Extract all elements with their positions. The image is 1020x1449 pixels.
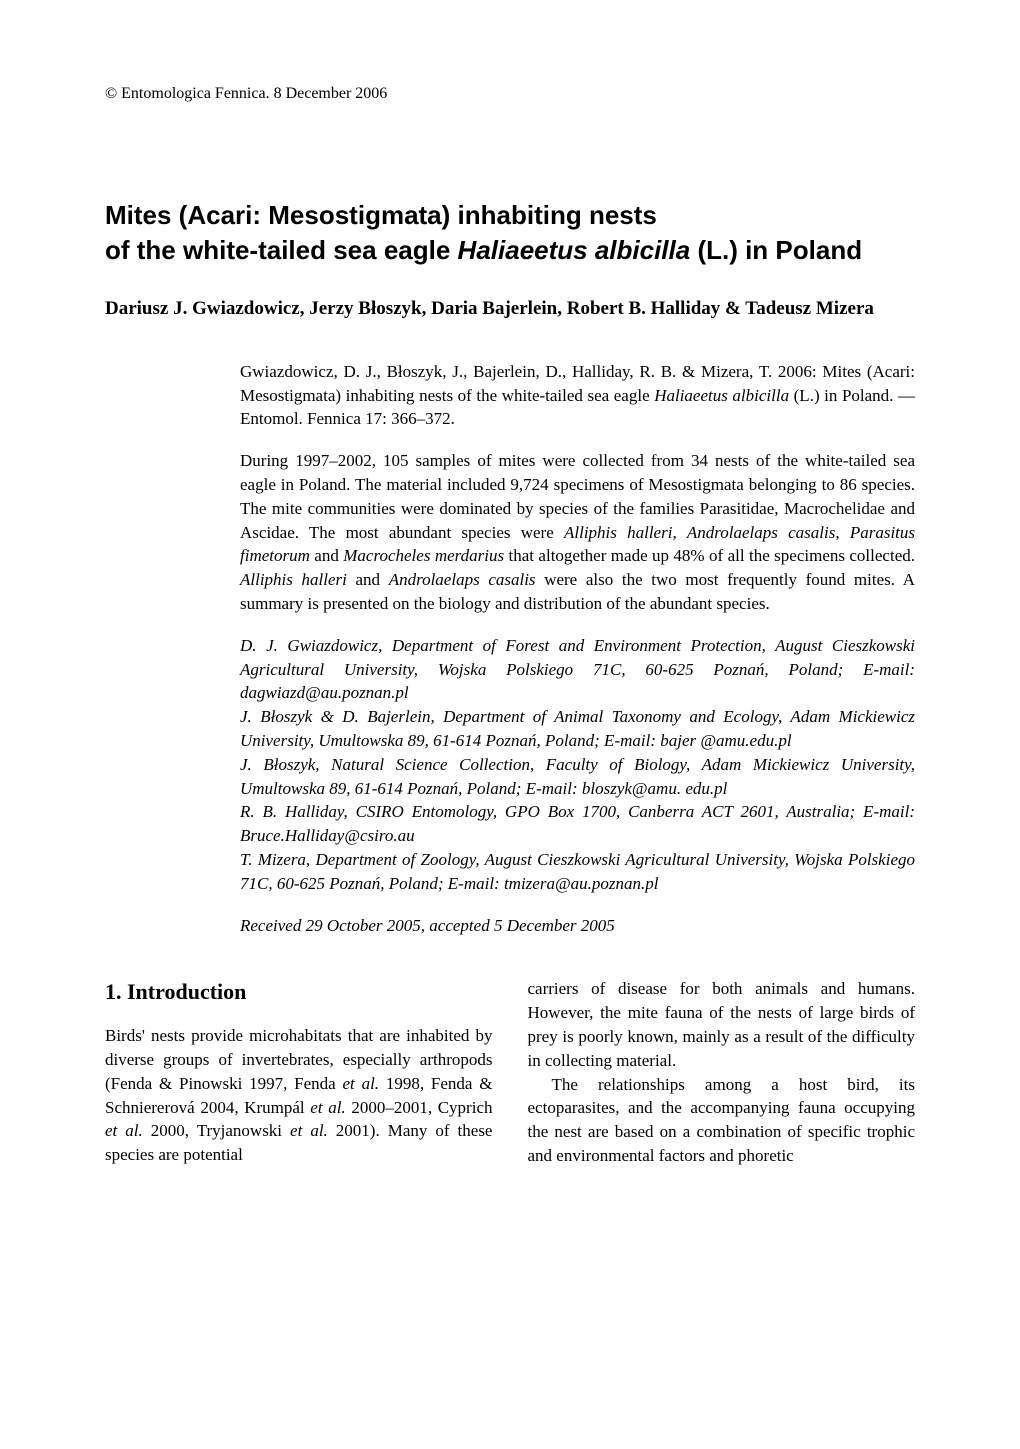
- abs-c: ,: [835, 523, 849, 542]
- copyright-line: © Entomologica Fennica. 8 December 2006: [105, 85, 915, 103]
- affiliation: R. B. Halliday, CSIRO Entomology, GPO Bo…: [240, 800, 915, 848]
- abs-s5: Alliphis halleri: [240, 570, 347, 589]
- etal: et al.: [343, 1074, 380, 1093]
- affiliation: J. Błoszyk, Natural Science Collection, …: [240, 753, 915, 801]
- etal: et al.: [105, 1121, 143, 1140]
- affiliations-block: D. J. Gwiazdowicz, Department of Forest …: [240, 634, 915, 896]
- affiliation: T. Mizera, Department of Zoology, August…: [240, 848, 915, 896]
- abs-b: ,: [672, 523, 686, 542]
- abs-f: and: [347, 570, 389, 589]
- authors: Dariusz J. Gwiazdowicz, Jerzy Błoszyk, D…: [105, 296, 915, 322]
- abs-s6: Androlaelaps casalis: [389, 570, 536, 589]
- abstract-block: During 1997–2002, 105 samples of mites w…: [240, 449, 915, 616]
- abs-s4: Macrocheles merdarius: [343, 546, 504, 565]
- affiliation: D. J. Gwiazdowicz, Department of Forest …: [240, 634, 915, 705]
- body-columns: 1. Introduction Birds' nests provide mic…: [105, 977, 915, 1167]
- etal: et al.: [290, 1121, 328, 1140]
- title-species: Haliaeetus albicilla: [458, 235, 691, 265]
- title-line2-post: (L.) in Poland: [690, 235, 862, 265]
- intro-paragraph-left: Birds' nests provide microhabitats that …: [105, 1024, 493, 1167]
- abs-e: that altogether made up 48% of all the s…: [504, 546, 915, 565]
- abs-d: and: [310, 546, 343, 565]
- citation-species: Haliaeetus albicilla: [654, 386, 789, 405]
- t: 2000–2001, Cyprich: [346, 1098, 493, 1117]
- right-column: carriers of disease for both animals and…: [528, 977, 916, 1167]
- title-line2-pre: of the white-tailed sea eagle: [105, 235, 458, 265]
- intro-paragraph-right-2: The relationships among a host bird, its…: [528, 1073, 916, 1168]
- left-column: 1. Introduction Birds' nests provide mic…: [105, 977, 493, 1167]
- intro-paragraph-right-1: carriers of disease for both animals and…: [528, 977, 916, 1072]
- abs-s2: Androlaelaps casalis: [687, 523, 835, 542]
- affiliation: J. Błoszyk & D. Bajerlein, Department of…: [240, 705, 915, 753]
- abs-s1: Alliphis halleri: [564, 523, 672, 542]
- section-heading: 1. Introduction: [105, 977, 493, 1008]
- t: 2000, Tryjanowski: [143, 1121, 290, 1140]
- etal: et al.: [310, 1098, 345, 1117]
- title-line1: Mites (Acari: Mesostigmata) inhabiting n…: [105, 200, 657, 230]
- citation-block: Gwiazdowicz, D. J., Błoszyk, J., Bajerle…: [240, 360, 915, 431]
- received-line: Received 29 October 2005, accepted 5 Dec…: [240, 914, 915, 938]
- paper-title: Mites (Acari: Mesostigmata) inhabiting n…: [105, 198, 915, 268]
